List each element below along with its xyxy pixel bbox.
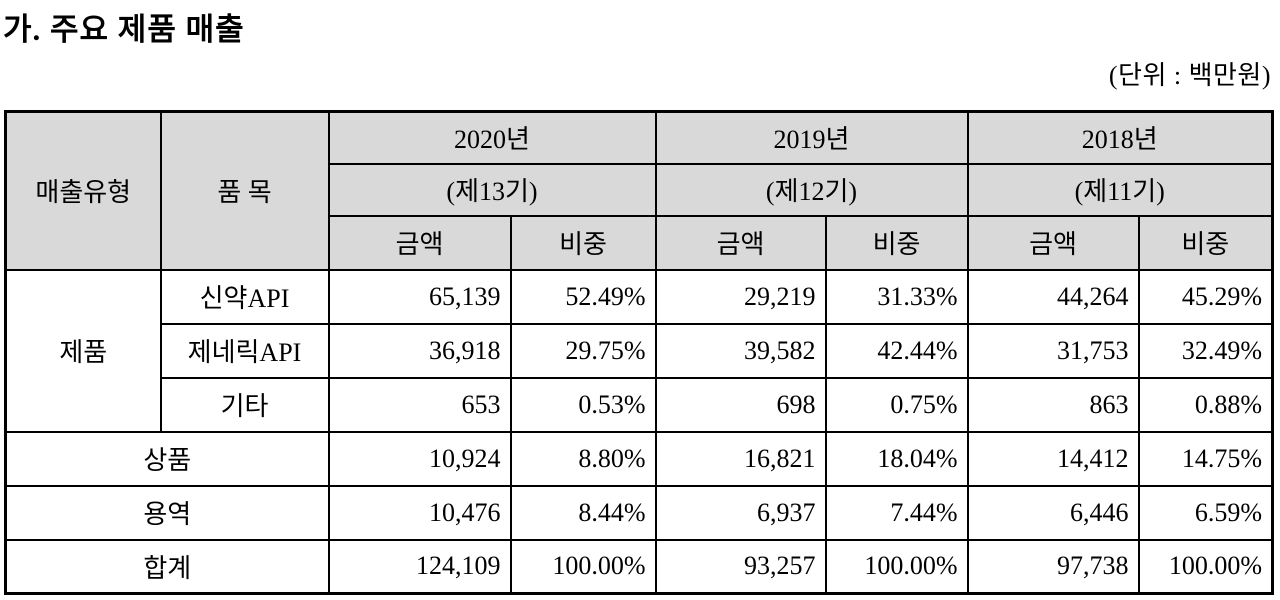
- share-cell-2020: 8.80%: [509, 430, 657, 487]
- share-cell-2018: 0.88%: [1137, 376, 1274, 433]
- amount-cell-2018: 97,738: [966, 538, 1140, 595]
- amount-cell-2019: 6,937: [654, 484, 827, 541]
- share-cell-2018: 100.00%: [1137, 538, 1274, 595]
- header-year-2018: 2018년: [966, 110, 1274, 165]
- share-cell-2019: 7.44%: [824, 484, 969, 541]
- amount-cell-2020: 65,139: [327, 268, 512, 325]
- summary-label-cell: 합계: [4, 538, 330, 595]
- header-year-2020: 2020년: [327, 110, 657, 165]
- header-item: 품 목: [159, 110, 330, 271]
- table-row-etc: 기타 653 0.53% 698 0.75% 863 0.88%: [6, 376, 1274, 433]
- table-row-total: 합계 124,109 100.00% 93,257 100.00% 97,738…: [4, 538, 1274, 595]
- share-cell-2020: 52.49%: [509, 268, 657, 325]
- header-amount-2018: 금액: [966, 214, 1140, 271]
- share-cell-2019: 18.04%: [824, 430, 969, 487]
- table-header: 매출유형 품 목 2020년 2019년 2018년 (제13기) (제12기)…: [4, 110, 1274, 271]
- header-year-2019: 2019년: [654, 110, 969, 165]
- amount-cell-2018: 31,753: [966, 322, 1140, 379]
- item-cell: 신약API: [159, 268, 330, 325]
- amount-cell-2018: 863: [966, 376, 1140, 433]
- share-cell-2020: 8.44%: [509, 484, 657, 541]
- header-amount-2019: 금액: [654, 214, 827, 271]
- summary-label-cell: 용역: [4, 484, 330, 541]
- table-body: 제품 신약API 65,139 52.49% 29,219 31.33% 44,…: [4, 268, 1274, 595]
- amount-cell-2019: 29,219: [654, 268, 827, 325]
- header-share-2019: 비중: [824, 214, 969, 271]
- amount-cell-2019: 698: [654, 376, 827, 433]
- amount-cell-2020: 36,918: [327, 322, 512, 379]
- share-cell-2018: 14.75%: [1137, 430, 1274, 487]
- sales-table: 매출유형 품 목 2020년 2019년 2018년 (제13기) (제12기)…: [4, 110, 1274, 595]
- page-title: 가. 주요 제품 매출: [3, 12, 245, 47]
- amount-cell-2020: 653: [327, 376, 512, 433]
- header-share-2020: 비중: [509, 214, 657, 271]
- table-row-goods: 상품 10,924 8.80% 16,821 18.04% 14,412 14.…: [4, 430, 1274, 487]
- header-row-subcolumns: 금액 비중 금액 비중 금액 비중: [6, 214, 1274, 271]
- header-period-13: (제13기): [327, 162, 657, 217]
- item-cell: 제네릭API: [159, 322, 330, 379]
- amount-cell-2018: 14,412: [966, 430, 1140, 487]
- share-cell-2019: 31.33%: [824, 268, 969, 325]
- table-row-sinyak-api: 제품 신약API 65,139 52.49% 29,219 31.33% 44,…: [4, 268, 1274, 433]
- header-period-11: (제11기): [966, 162, 1274, 217]
- amount-cell-2019: 93,257: [654, 538, 827, 595]
- table-row-generic-api: 제네릭API 36,918 29.75% 39,582 42.44% 31,75…: [6, 322, 1274, 379]
- share-cell-2019: 42.44%: [824, 322, 969, 379]
- summary-label-cell: 상품: [4, 430, 330, 487]
- share-cell-2020: 29.75%: [509, 322, 657, 379]
- share-cell-2018: 45.29%: [1137, 268, 1274, 325]
- share-cell-2018: 32.49%: [1137, 322, 1274, 379]
- amount-cell-2020: 10,924: [327, 430, 512, 487]
- item-cell: 기타: [159, 376, 330, 433]
- amount-cell-2020: 10,476: [327, 484, 512, 541]
- share-cell-2020: 100.00%: [509, 538, 657, 595]
- sales-type-product-cell: 제품: [4, 268, 162, 433]
- share-cell-2019: 100.00%: [824, 538, 969, 595]
- amount-cell-2019: 39,582: [654, 322, 827, 379]
- header-row-year: 매출유형 품 목 2020년 2019년 2018년: [4, 110, 1274, 271]
- amount-cell-2019: 16,821: [654, 430, 827, 487]
- header-amount-2020: 금액: [327, 214, 512, 271]
- share-cell-2020: 0.53%: [509, 376, 657, 433]
- header-row-period: (제13기) (제12기) (제11기): [6, 162, 1274, 217]
- amount-cell-2018: 6,446: [966, 484, 1140, 541]
- share-cell-2019: 0.75%: [824, 376, 969, 433]
- unit-note: (단위 : 백만원): [1108, 61, 1271, 90]
- header-period-12: (제12기): [654, 162, 969, 217]
- header-sales-type: 매출유형: [4, 110, 162, 271]
- header-share-2018: 비중: [1137, 214, 1274, 271]
- share-cell-2018: 6.59%: [1137, 484, 1274, 541]
- amount-cell-2020: 124,109: [327, 538, 512, 595]
- table-row-services: 용역 10,476 8.44% 6,937 7.44% 6,446 6.59%: [4, 484, 1274, 541]
- amount-cell-2018: 44,264: [966, 268, 1140, 325]
